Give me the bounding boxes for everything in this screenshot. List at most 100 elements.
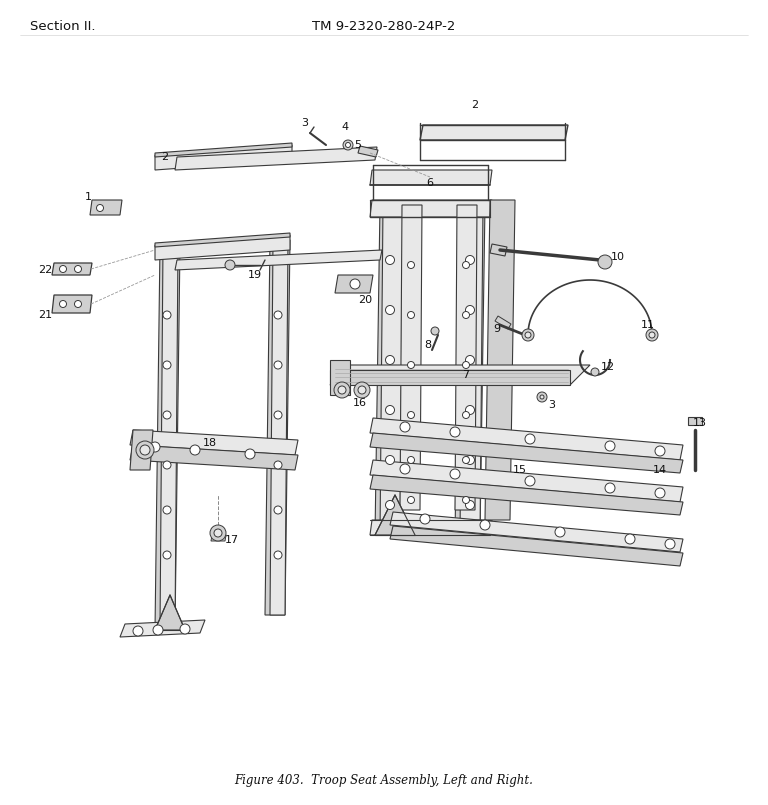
Text: 8: 8 bbox=[425, 340, 432, 350]
Circle shape bbox=[465, 501, 475, 510]
Text: 17: 17 bbox=[225, 535, 239, 545]
Text: 19: 19 bbox=[248, 270, 262, 280]
Text: 1: 1 bbox=[84, 192, 91, 202]
Polygon shape bbox=[390, 526, 683, 566]
Circle shape bbox=[655, 488, 665, 498]
Polygon shape bbox=[455, 205, 477, 510]
Polygon shape bbox=[155, 143, 292, 157]
Circle shape bbox=[465, 406, 475, 415]
Text: 4: 4 bbox=[342, 122, 349, 132]
Circle shape bbox=[343, 140, 353, 150]
Polygon shape bbox=[330, 370, 570, 385]
Polygon shape bbox=[130, 430, 153, 470]
Polygon shape bbox=[400, 205, 422, 510]
Circle shape bbox=[386, 255, 395, 265]
Circle shape bbox=[525, 434, 535, 444]
Circle shape bbox=[354, 382, 370, 398]
Text: 10: 10 bbox=[611, 252, 625, 262]
Text: 11: 11 bbox=[641, 320, 655, 330]
Circle shape bbox=[358, 386, 366, 394]
Circle shape bbox=[274, 311, 282, 319]
Circle shape bbox=[605, 441, 615, 451]
Polygon shape bbox=[155, 145, 292, 170]
Circle shape bbox=[338, 386, 346, 394]
Circle shape bbox=[163, 551, 171, 559]
Polygon shape bbox=[490, 244, 507, 256]
Text: 2: 2 bbox=[161, 152, 168, 162]
Polygon shape bbox=[390, 512, 683, 552]
Text: Figure 403.  Troop Seat Assembly, Left and Right.: Figure 403. Troop Seat Assembly, Left an… bbox=[234, 774, 534, 787]
Polygon shape bbox=[265, 240, 290, 615]
Circle shape bbox=[462, 361, 469, 369]
Polygon shape bbox=[420, 125, 568, 140]
Circle shape bbox=[210, 525, 226, 541]
Circle shape bbox=[274, 506, 282, 514]
Circle shape bbox=[386, 406, 395, 415]
Polygon shape bbox=[270, 240, 288, 615]
Text: 21: 21 bbox=[38, 310, 52, 320]
Polygon shape bbox=[370, 200, 492, 217]
Text: 12: 12 bbox=[601, 362, 615, 372]
Polygon shape bbox=[370, 520, 492, 535]
Polygon shape bbox=[455, 205, 485, 535]
Circle shape bbox=[97, 204, 104, 212]
Circle shape bbox=[450, 469, 460, 479]
Circle shape bbox=[462, 411, 469, 419]
Polygon shape bbox=[358, 146, 378, 157]
Circle shape bbox=[655, 446, 665, 456]
Circle shape bbox=[540, 395, 544, 399]
Circle shape bbox=[555, 527, 565, 537]
Circle shape bbox=[480, 520, 490, 530]
Polygon shape bbox=[370, 475, 683, 515]
Circle shape bbox=[525, 476, 535, 486]
Circle shape bbox=[408, 411, 415, 419]
Polygon shape bbox=[375, 495, 415, 535]
Circle shape bbox=[133, 626, 143, 636]
Circle shape bbox=[274, 461, 282, 469]
Polygon shape bbox=[130, 445, 298, 470]
Circle shape bbox=[274, 411, 282, 419]
Circle shape bbox=[598, 255, 612, 269]
Circle shape bbox=[462, 497, 469, 503]
Circle shape bbox=[450, 427, 460, 437]
Circle shape bbox=[525, 332, 531, 338]
Polygon shape bbox=[495, 316, 511, 329]
Circle shape bbox=[537, 392, 547, 402]
Circle shape bbox=[400, 464, 410, 474]
Circle shape bbox=[214, 529, 222, 537]
Circle shape bbox=[245, 449, 255, 459]
Polygon shape bbox=[175, 250, 382, 270]
Polygon shape bbox=[120, 620, 205, 637]
Circle shape bbox=[591, 368, 599, 376]
Polygon shape bbox=[370, 433, 683, 473]
Circle shape bbox=[163, 311, 171, 319]
Circle shape bbox=[386, 456, 395, 464]
Polygon shape bbox=[485, 200, 515, 520]
Circle shape bbox=[334, 382, 350, 398]
Polygon shape bbox=[335, 275, 373, 293]
Polygon shape bbox=[130, 430, 298, 455]
Text: 22: 22 bbox=[38, 265, 52, 275]
Circle shape bbox=[605, 483, 615, 493]
Polygon shape bbox=[380, 205, 403, 535]
Text: 3: 3 bbox=[548, 400, 555, 410]
Circle shape bbox=[59, 266, 67, 273]
Circle shape bbox=[180, 624, 190, 634]
Text: Section II.: Section II. bbox=[30, 20, 95, 33]
Circle shape bbox=[386, 501, 395, 510]
Circle shape bbox=[274, 551, 282, 559]
Circle shape bbox=[462, 312, 469, 319]
Text: 16: 16 bbox=[353, 398, 367, 408]
Circle shape bbox=[431, 327, 439, 335]
Polygon shape bbox=[155, 233, 290, 247]
Polygon shape bbox=[175, 147, 377, 170]
Text: 13: 13 bbox=[693, 418, 707, 428]
Polygon shape bbox=[330, 365, 590, 385]
Text: TM 9-2320-280-24P-2: TM 9-2320-280-24P-2 bbox=[313, 20, 455, 33]
Text: 14: 14 bbox=[653, 465, 667, 475]
Circle shape bbox=[386, 356, 395, 365]
Circle shape bbox=[140, 445, 150, 455]
Circle shape bbox=[136, 441, 154, 459]
Text: 18: 18 bbox=[203, 438, 217, 448]
Polygon shape bbox=[330, 360, 350, 395]
